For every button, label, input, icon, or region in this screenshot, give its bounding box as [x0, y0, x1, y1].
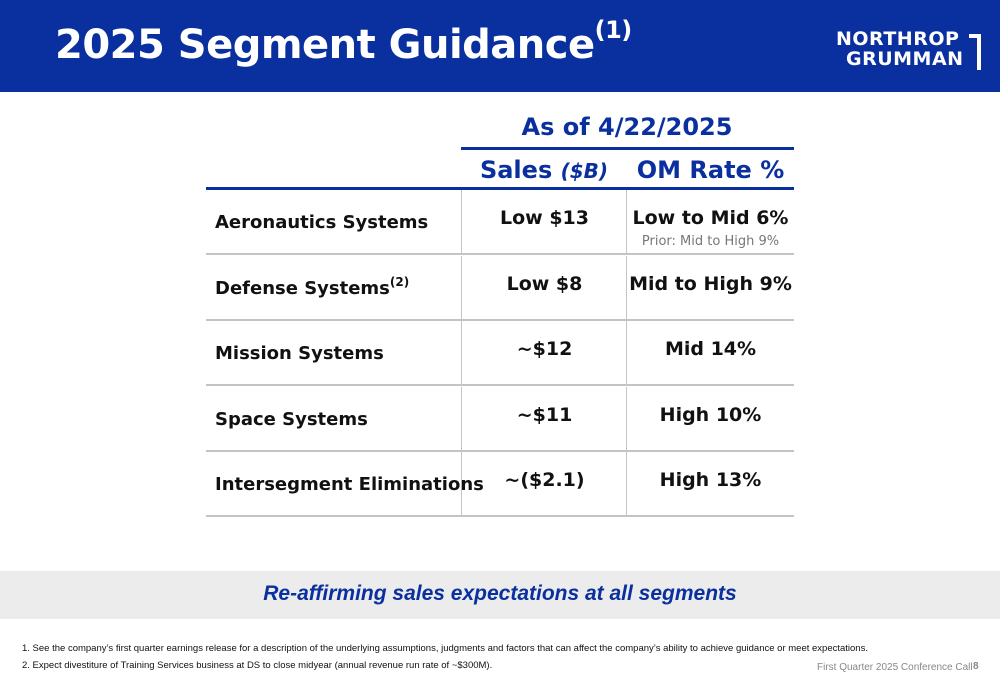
footnote-1: 1. See the company’s first quarter earni…: [22, 643, 868, 654]
sales-header-label: Sales: [479, 156, 553, 184]
logo-bracket-icon: [969, 34, 981, 70]
table-row: Mission Systems ~$12 Mid 14%: [206, 321, 794, 387]
column-divider: [626, 255, 627, 321]
northrop-grumman-logo: NORTHROP GRUMMAN: [836, 29, 981, 73]
segment-sales: Low $13: [500, 207, 589, 229]
segment-om-rate: Mid to High 9%: [629, 272, 792, 295]
table-row: Space Systems ~$11 High 10%: [206, 386, 794, 452]
segment-om-rate: Mid 14%: [664, 338, 757, 361]
logo-line2: GRUMMAN: [846, 48, 964, 70]
column-divider: [626, 452, 627, 518]
segment-name: Intersegment Eliminations: [215, 474, 484, 495]
column-divider: [461, 255, 462, 321]
footer-conference-call: First Quarter 2025 Conference Call: [817, 662, 973, 673]
segment-name-text: Intersegment Eliminations: [215, 474, 484, 496]
footnote-2: 2. Expect divestiture of Training Servic…: [22, 660, 493, 671]
om-column-header: OM Rate %: [636, 156, 785, 184]
as-of-rule: [461, 147, 794, 150]
segment-prior-om-rate: Prior: Mid to High 9%: [641, 234, 780, 249]
segment-name-text: Space Systems: [215, 408, 368, 430]
title-footnote-ref: (1): [594, 16, 633, 44]
as-of-date: As of 4/22/2025: [521, 113, 733, 141]
segment-om-rate: High 13%: [659, 469, 762, 492]
segment-om-rate: Low to Mid 6%: [632, 207, 789, 229]
column-divider: [461, 386, 462, 452]
segment-sales: ~$11: [516, 403, 573, 426]
column-divider: [461, 321, 462, 387]
segment-name-text: Aeronautics Systems: [215, 212, 429, 233]
segment-name: Aeronautics Systems: [215, 212, 428, 233]
column-divider: [626, 190, 627, 255]
segment-om-rate: High 10%: [659, 403, 762, 426]
table-row: Defense Systems(2) Low $8 Mid to High 9%: [206, 255, 794, 321]
page-number: 8: [973, 661, 979, 672]
page-title-text: 2025 Segment Guidance: [55, 22, 595, 68]
header-rule: [206, 187, 794, 190]
segment-sales: Low $8: [506, 272, 583, 295]
table-row: Aeronautics Systems Low $13 Low to Mid 6% P…: [206, 190, 794, 255]
column-divider: [626, 386, 627, 452]
segment-sales: ~($2.1): [504, 469, 585, 492]
message-banner: Re-affirming sales expectations at all s…: [0, 571, 1000, 619]
header-bar: [0, 0, 1000, 92]
sales-header-unit: ($B): [560, 159, 609, 183]
page-title: 2025 Segment Guidance(1): [55, 16, 632, 68]
segment-name: Space Systems: [215, 409, 368, 430]
logo-line1: NORTHROP: [836, 28, 960, 50]
segment-footnote-ref: (2): [389, 274, 410, 289]
sales-column-header: Sales ($B): [461, 156, 627, 184]
column-divider: [626, 321, 627, 387]
segment-name: Defense Systems(2): [215, 274, 410, 299]
table-row: Intersegment Eliminations ~($2.1) High 13%: [206, 452, 794, 518]
segment-sales: ~$12: [516, 338, 573, 361]
segment-name: Mission Systems: [215, 343, 384, 364]
column-divider: [461, 452, 462, 518]
segment-name-text: Mission Systems: [215, 343, 384, 365]
banner-text: Re-affirming sales expectations at all s…: [263, 582, 737, 605]
segment-name-text: Defense Systems: [215, 277, 390, 299]
column-divider: [461, 190, 462, 255]
